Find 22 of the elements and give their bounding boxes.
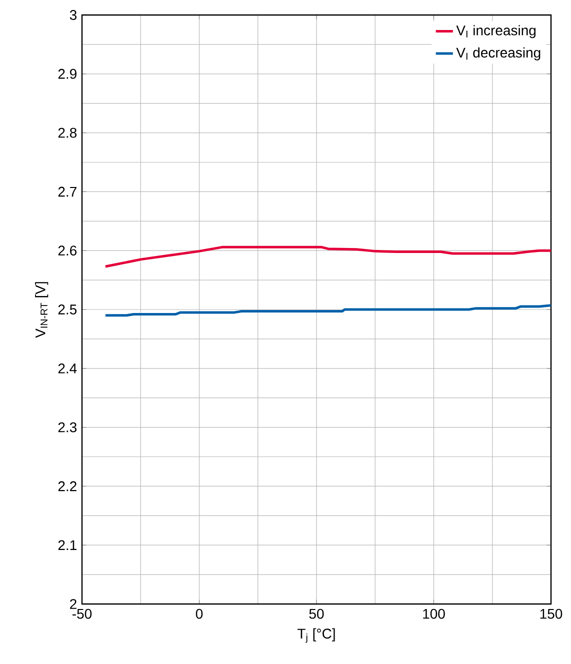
y-tick-label: 2.6 (58, 246, 77, 256)
y-tick-label: 2.5 (58, 304, 77, 314)
y-tick-label: 2.1 (58, 540, 76, 550)
legend-label: V$_{I}$ decreasing (456, 47, 540, 60)
y-tick-label: 3 (70, 10, 77, 20)
legend-label: V$_{I}$ increasing (456, 25, 536, 38)
y-tick-label: 2 (70, 599, 76, 609)
x-tick-label: 100 (423, 608, 445, 619)
y-axis-title: V$_{IN-RT}$ [V] (35, 282, 48, 338)
x-tick-label: 0 (196, 608, 203, 619)
y-tick-label: 2.9 (58, 68, 76, 79)
x-tick-label: -50 (72, 608, 92, 619)
y-tick-label: 2.7 (58, 186, 76, 197)
y-tick-label: 2.2 (58, 481, 76, 492)
y-tick-label: 2.4 (58, 364, 77, 374)
x-axis-title: T$_{j}$ [°C] (298, 628, 335, 643)
line-series (104, 246, 551, 268)
x-tick-label: 150 (540, 608, 562, 619)
x-tick-label: 50 (309, 608, 324, 619)
y-tick-label: 2.3 (58, 422, 77, 432)
line-series (104, 304, 551, 317)
y-tick-label: 2.8 (58, 128, 77, 138)
